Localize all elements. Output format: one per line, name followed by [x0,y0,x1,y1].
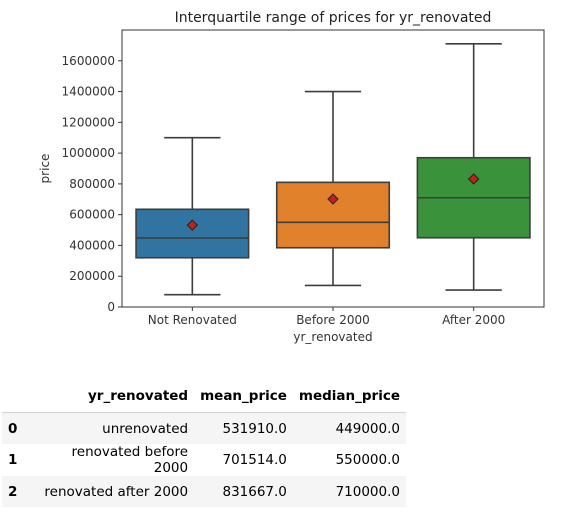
cell-median-price: 449000.0 [292,412,406,444]
y-tick-label: 800000 [69,177,115,191]
x-axis-label: yr_renovated [293,330,372,344]
x-tick-label: Before 2000 [296,313,370,327]
iqr-box [275,181,391,249]
chart-title: Interquartile range of prices for yr_ren… [175,10,492,26]
y-tick-label: 1000000 [62,146,115,160]
y-tick-label: 400000 [69,238,115,252]
x-tick-label: Not Renovated [148,313,237,327]
y-tick-label: 1600000 [62,54,115,68]
mean-marker [327,193,339,205]
table-header-row: yr_renovated mean_price median_price [2,380,406,413]
cell-median-price: 710000.0 [292,476,406,507]
row-index: 1 [8,452,18,468]
cell-median-price: 550000.0 [335,452,400,468]
row-index: 0 [2,412,34,444]
table-row: 0 unrenovated 531910.0 449000.0 [2,412,406,444]
cell-mean-price: 831667.0 [194,476,293,507]
chart-svg: Interquartile range of prices for yr_ren… [38,10,545,344]
cell-yr-renovated: renovated after 2000 [34,476,195,507]
y-tick-label: 0 [107,300,115,314]
mean-marker [467,173,480,185]
cell-yr-renovated: unrenovated [34,412,195,444]
y-tick-label: 200000 [69,269,115,283]
dataframe-table: yr_renovated mean_price median_price 0 u… [2,380,406,507]
box-plot-chart: Interquartile range of prices for yr_ren… [38,10,545,344]
header-yr-renovated: yr_renovated [34,380,195,413]
y-tick-label: 1400000 [62,85,115,99]
iqr-box [135,208,250,259]
x-tick-label: After 2000 [442,313,505,327]
y-axis-label: price [38,154,52,184]
header-median-price: median_price [292,380,406,413]
table-row: 2 renovated after 2000 831667.0 710000.0 [2,476,406,507]
cell-mean-price: 531910.0 [194,412,293,444]
mean-marker [186,219,199,231]
cell-yr-renovated: renovated before 2000 [71,444,189,476]
y-tick-label: 600000 [69,208,115,222]
header-index [2,380,34,413]
table-row: 1 renovated before 2000 701514.0 550000.… [2,444,406,476]
cell-mean-price: 701514.0 [222,452,287,468]
price-summary-table: yr_renovated mean_price median_price 0 u… [2,380,406,507]
header-mean-price: mean_price [194,380,293,413]
y-tick-label: 1200000 [62,115,115,129]
row-index: 2 [2,476,34,507]
